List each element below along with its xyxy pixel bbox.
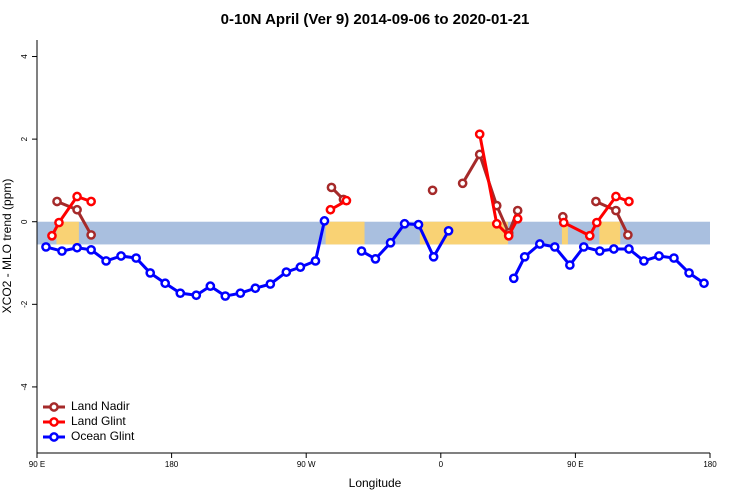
data-point xyxy=(385,237,396,248)
data-point xyxy=(116,251,126,261)
data-point xyxy=(578,242,589,252)
data-point xyxy=(72,242,82,253)
reference-band xyxy=(37,221,710,245)
legend-label: Land Glint xyxy=(71,414,126,428)
data-point xyxy=(584,230,595,241)
data-point xyxy=(699,278,709,289)
series-line xyxy=(478,133,519,239)
data-point xyxy=(191,290,202,301)
data-point xyxy=(52,196,62,207)
data-point xyxy=(86,244,96,255)
legend-marker xyxy=(49,402,59,412)
data-point xyxy=(624,244,634,254)
x-tick-label: 180 xyxy=(165,460,179,469)
data-point xyxy=(611,191,621,202)
data-point xyxy=(86,230,96,240)
data-point xyxy=(591,196,601,207)
data-point xyxy=(205,281,216,291)
data-point xyxy=(534,239,545,249)
data-point xyxy=(235,288,246,299)
x-axis-label: Longitude xyxy=(349,476,402,490)
data-point xyxy=(565,260,575,270)
data-point xyxy=(220,291,231,301)
data-point xyxy=(145,268,156,278)
chart-title: 0-10N April (Ver 9) 2014-09-06 to 2020-0… xyxy=(221,11,530,28)
land-area xyxy=(325,221,365,245)
land-area xyxy=(599,221,621,245)
y-tick-label: -2 xyxy=(20,300,29,308)
data-point xyxy=(594,246,605,256)
data-point xyxy=(413,219,424,230)
data-point xyxy=(503,230,514,241)
data-point xyxy=(160,278,171,289)
series-line xyxy=(50,194,92,237)
data-point xyxy=(639,256,649,266)
data-point xyxy=(47,230,57,241)
legend-marker xyxy=(49,417,59,427)
data-point xyxy=(591,217,602,228)
data-point xyxy=(457,178,468,189)
data-point xyxy=(558,217,569,228)
x-tick-label: 90 E xyxy=(567,460,583,469)
land-area xyxy=(419,221,509,245)
data-point xyxy=(86,196,96,207)
data-point xyxy=(512,205,523,216)
data-point xyxy=(310,256,321,266)
data-point xyxy=(295,262,306,272)
land-area xyxy=(56,221,79,245)
data-point xyxy=(325,204,336,215)
data-point xyxy=(512,213,523,224)
data-point xyxy=(281,267,292,277)
data-point xyxy=(175,288,186,299)
y-tick-label: 2 xyxy=(20,136,29,141)
data-point xyxy=(427,185,438,196)
legend-label: Land Nadir xyxy=(71,399,130,413)
data-point xyxy=(508,273,519,284)
data-point xyxy=(624,196,634,207)
data-point xyxy=(72,204,82,215)
data-point xyxy=(72,191,82,202)
data-point xyxy=(326,182,337,193)
x-tick-label: 90 W xyxy=(297,460,316,469)
data-point xyxy=(428,251,439,262)
data-point xyxy=(399,218,410,229)
data-point xyxy=(54,217,64,228)
data-point xyxy=(474,129,485,140)
data-point xyxy=(370,254,381,264)
data-point xyxy=(623,230,633,240)
legend-label: Ocean Glint xyxy=(71,429,135,443)
data-point xyxy=(101,256,111,266)
series-line xyxy=(512,242,705,285)
land-area xyxy=(561,221,568,245)
y-axis-label: XCO2 - MLO trend (ppm) xyxy=(0,179,14,314)
data-point xyxy=(41,242,51,252)
data-point xyxy=(684,268,694,278)
data-point xyxy=(250,283,261,294)
data-point xyxy=(491,218,502,229)
data-point xyxy=(654,251,664,261)
data-point xyxy=(356,246,367,256)
data-point xyxy=(57,246,67,256)
data-point xyxy=(265,279,276,289)
data-point xyxy=(131,253,142,263)
data-point xyxy=(669,253,679,263)
data-point xyxy=(608,244,619,254)
y-tick-label: -4 xyxy=(20,383,29,391)
x-tick-label: 90 E xyxy=(29,460,45,469)
data-point xyxy=(519,251,530,262)
legend-marker xyxy=(49,432,59,442)
data-point xyxy=(319,216,330,226)
x-tick-label: 0 xyxy=(439,460,444,469)
y-tick-label: 4 xyxy=(20,54,29,59)
y-tick-label: 0 xyxy=(20,219,29,224)
data-point xyxy=(611,205,621,216)
data-point xyxy=(443,225,454,236)
data-point xyxy=(341,195,352,206)
x-tick-label: 180 xyxy=(703,460,717,469)
data-point xyxy=(549,242,560,252)
